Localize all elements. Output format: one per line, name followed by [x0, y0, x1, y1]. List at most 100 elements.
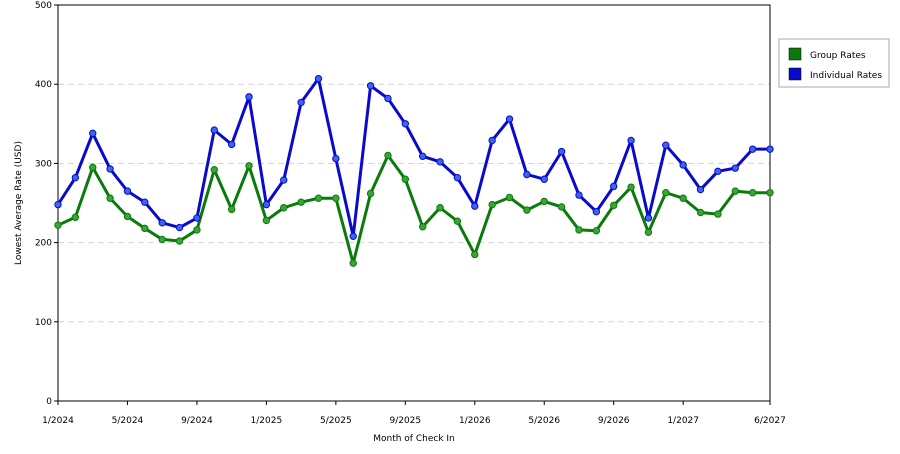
data-point	[540, 175, 548, 183]
x-tick-label: 9/2024	[181, 416, 213, 426]
data-point	[401, 120, 410, 128]
data-point	[453, 173, 462, 182]
data-point	[644, 228, 653, 237]
data-point	[227, 140, 236, 149]
data-point	[366, 82, 375, 90]
data-point	[245, 162, 253, 170]
data-point	[366, 189, 375, 198]
data-point	[280, 204, 288, 212]
legend-swatch	[788, 67, 802, 81]
x-tick-label: 1/2024	[42, 416, 74, 426]
data-point	[123, 187, 132, 195]
x-tick-label: 1/2025	[251, 416, 283, 426]
data-point	[332, 194, 340, 202]
data-point	[418, 223, 427, 231]
data-point	[575, 191, 583, 199]
y-axis-title: Lowest Average Rate (USD)	[14, 141, 24, 265]
data-point	[349, 232, 357, 240]
data-point	[748, 189, 757, 197]
data-point	[401, 175, 410, 183]
data-point	[679, 194, 687, 202]
data-point	[158, 235, 166, 244]
data-point	[227, 205, 236, 214]
x-tick-label: 1/2026	[459, 416, 491, 426]
x-tick-label: 5/2025	[320, 416, 352, 426]
data-point	[280, 176, 288, 184]
data-point	[662, 141, 670, 149]
data-point	[175, 237, 184, 245]
data-point	[158, 219, 166, 227]
data-point	[314, 194, 323, 202]
legend-label: Individual Rates	[810, 71, 882, 81]
data-point	[141, 198, 149, 206]
data-point	[575, 226, 583, 234]
data-point	[662, 189, 670, 197]
data-point	[297, 198, 305, 206]
y-tick-label: 200	[35, 239, 52, 249]
data-point	[505, 115, 514, 123]
data-point	[210, 126, 218, 134]
data-point	[71, 173, 80, 182]
data-point	[89, 129, 97, 138]
legend-swatch	[788, 47, 802, 61]
data-point	[696, 208, 705, 217]
data-point	[714, 167, 722, 176]
data-point	[193, 226, 201, 234]
data-point	[453, 217, 462, 225]
data-point	[332, 154, 340, 163]
x-tick-label: 5/2024	[112, 416, 144, 426]
data-point	[488, 136, 496, 145]
data-point	[557, 147, 566, 156]
data-point	[418, 152, 427, 160]
data-point	[714, 210, 722, 218]
x-tick-label: 6/2027	[754, 416, 786, 426]
data-point	[679, 161, 687, 169]
data-point	[627, 183, 635, 191]
data-point	[731, 187, 739, 195]
data-point	[766, 189, 774, 197]
data-point	[54, 221, 62, 229]
data-point	[384, 94, 392, 103]
legend-label: Group Rates	[810, 51, 866, 61]
data-point	[123, 212, 132, 221]
y-tick-label: 400	[35, 80, 52, 90]
data-point	[523, 170, 531, 179]
data-point	[210, 166, 218, 174]
x-tick-label: 9/2025	[389, 416, 421, 426]
x-axis-title: Month of Check In	[373, 434, 455, 444]
data-point	[349, 259, 357, 267]
data-point	[471, 202, 479, 210]
data-point	[592, 208, 601, 216]
series-line-0	[57, 153, 770, 265]
data-point	[592, 227, 601, 235]
data-point	[141, 224, 149, 233]
data-point	[436, 158, 444, 166]
data-point	[644, 214, 653, 222]
data-point	[523, 206, 531, 214]
data-point	[106, 194, 114, 202]
data-point	[696, 185, 705, 194]
data-point	[471, 250, 479, 259]
data-point	[505, 193, 514, 202]
data-point	[557, 203, 566, 211]
data-point	[245, 93, 253, 101]
data-point	[262, 200, 271, 209]
data-point	[54, 200, 62, 209]
data-point	[610, 182, 618, 191]
data-point	[766, 145, 774, 153]
data-point	[175, 223, 184, 232]
data-point	[314, 74, 323, 83]
y-tick-label: 300	[35, 159, 52, 169]
data-point	[436, 204, 444, 212]
y-tick-label: 0	[46, 397, 52, 407]
y-tick-label: 500	[35, 1, 52, 11]
x-tick-label: 1/2027	[667, 416, 699, 426]
data-point	[262, 216, 271, 225]
data-point	[488, 200, 496, 209]
data-point	[297, 98, 305, 107]
series-line-1	[56, 77, 770, 238]
data-point	[71, 213, 80, 221]
data-point	[89, 163, 97, 172]
